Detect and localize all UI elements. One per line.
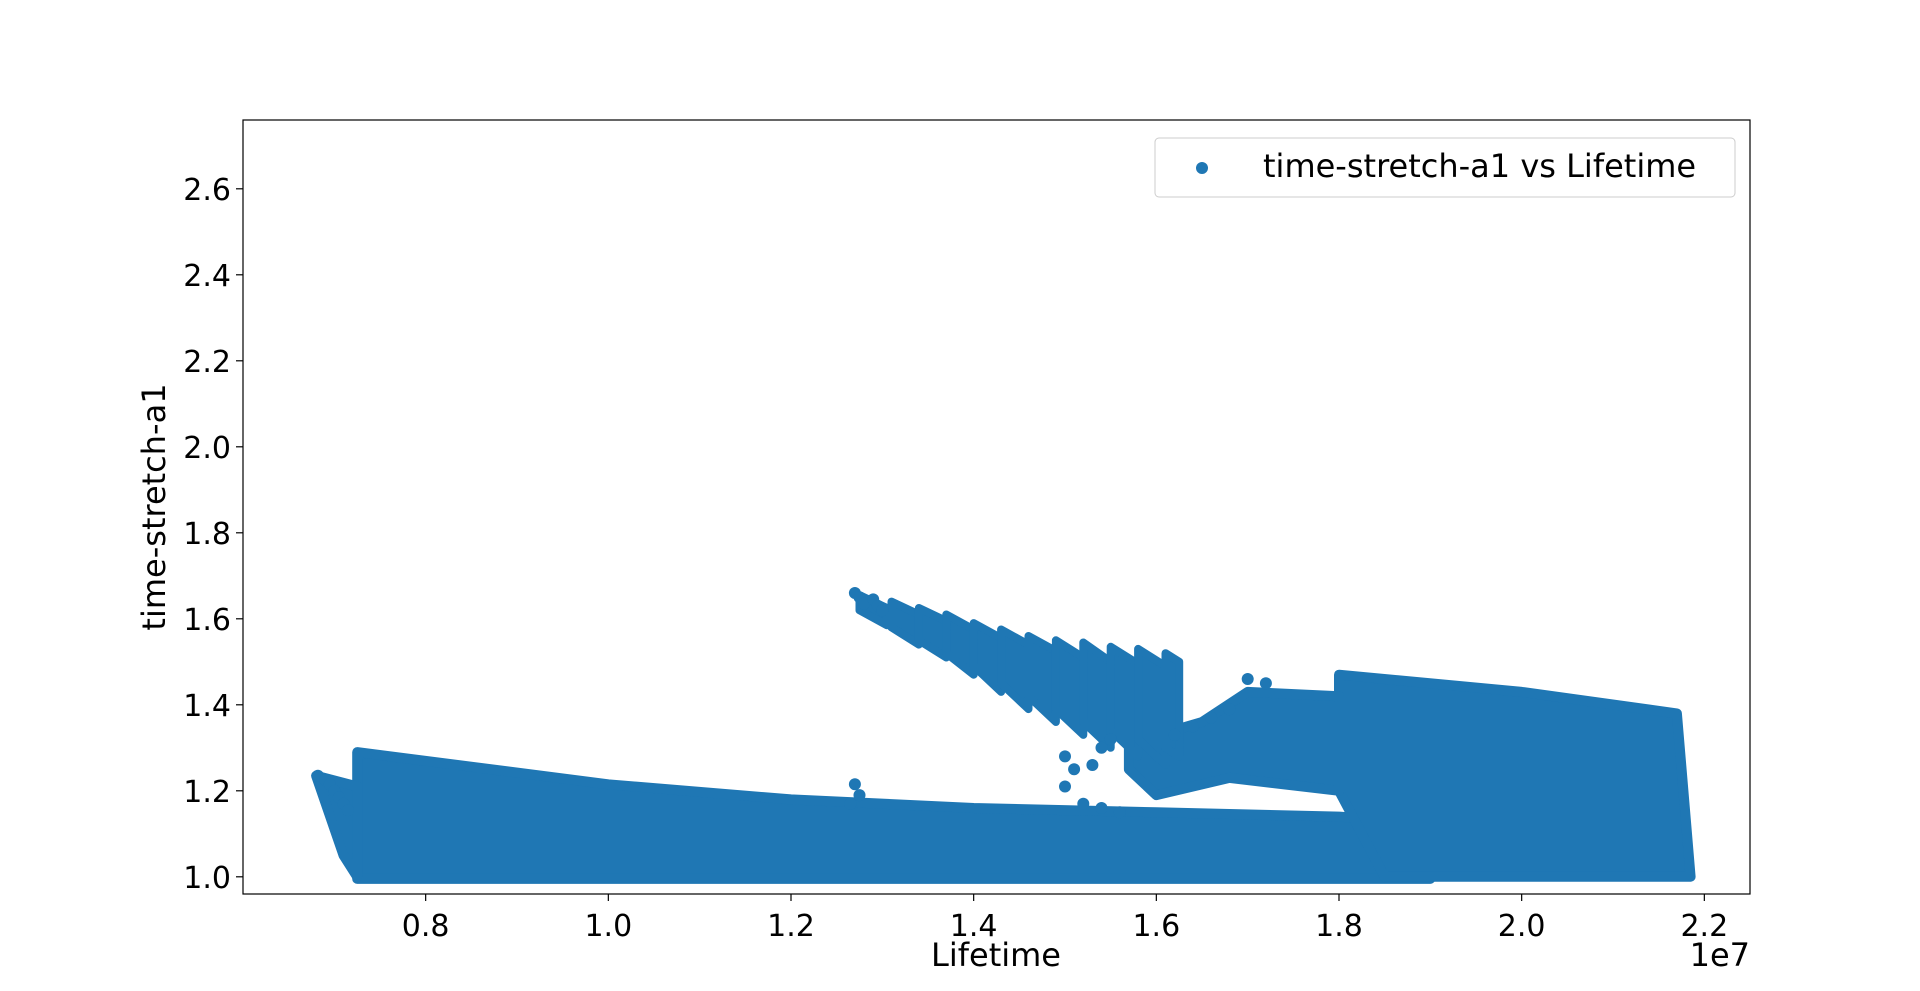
point-streak xyxy=(997,625,1033,714)
dense-point-region xyxy=(1334,669,1696,882)
data-point xyxy=(1113,806,1126,819)
point-streak xyxy=(887,597,923,649)
data-point xyxy=(1205,711,1218,724)
data-point xyxy=(1095,741,1108,754)
y-axis: 1.0 1.2 1.4 1.6 1.8 2.0 2.2 2.4 2.6 xyxy=(183,173,243,896)
x-tick-label: 1.4 xyxy=(950,909,998,944)
y-axis-label: time-stretch-a1 xyxy=(135,383,173,630)
point-streak xyxy=(1024,632,1060,726)
y-tick-label: 2.2 xyxy=(183,345,231,380)
y-tick-label: 1.4 xyxy=(183,689,231,724)
data-point xyxy=(1104,733,1117,746)
data-point xyxy=(844,797,857,810)
y-tick-label: 2.4 xyxy=(183,259,231,294)
data-layer xyxy=(311,587,1696,884)
legend-entry: time-stretch-a1 vs Lifetime xyxy=(1263,147,1696,185)
data-point xyxy=(1095,802,1108,814)
x-tick-label: 2.0 xyxy=(1498,909,1546,944)
y-tick-label: 1.0 xyxy=(183,861,231,896)
dense-point-region xyxy=(352,747,1436,884)
point-streak xyxy=(1134,644,1170,769)
point-streak xyxy=(1051,636,1088,739)
point-streak xyxy=(1161,649,1184,761)
point-streak xyxy=(914,604,951,662)
data-point xyxy=(1077,797,1090,810)
x-axis-offset-text: 1e7 xyxy=(1690,936,1750,974)
data-point xyxy=(1059,750,1071,763)
data-point xyxy=(1241,673,1254,685)
x-axis: 0.8 1.0 1.2 1.4 1.6 1.8 2.0 2.2 xyxy=(402,894,1728,944)
data-point xyxy=(853,789,866,802)
y-tick-label: 1.8 xyxy=(183,517,231,552)
series-points xyxy=(311,587,1696,884)
x-tick-label: 1.0 xyxy=(584,909,632,944)
point-streak xyxy=(1106,642,1143,761)
data-point xyxy=(1086,759,1099,771)
data-point xyxy=(1068,763,1081,776)
dense-point-region xyxy=(1123,686,1344,801)
x-tick-label: 2.2 xyxy=(1680,909,1728,944)
data-point xyxy=(1186,720,1199,733)
point-streak xyxy=(942,610,978,679)
data-point xyxy=(1168,728,1181,741)
x-tick-label: 1.8 xyxy=(1315,909,1363,944)
legend-box xyxy=(1154,137,1736,198)
x-tick-label: 0.8 xyxy=(402,909,450,944)
legend: time-stretch-a1 vs Lifetime xyxy=(1154,137,1736,198)
data-point xyxy=(858,597,871,610)
point-streak xyxy=(969,619,1006,696)
x-tick-label: 1.2 xyxy=(767,909,815,944)
data-point xyxy=(876,604,889,617)
x-tick-label: 1.6 xyxy=(1132,909,1180,944)
x-axis-label: Lifetime xyxy=(931,936,1061,974)
y-tick-label: 2.6 xyxy=(183,173,231,208)
y-tick-label: 1.2 xyxy=(183,775,231,810)
data-point xyxy=(342,804,354,817)
y-tick-label: 2.0 xyxy=(183,431,231,466)
legend-marker xyxy=(1196,162,1208,174)
point-streak xyxy=(1079,638,1115,752)
data-point xyxy=(848,778,861,791)
y-tick-label: 1.6 xyxy=(183,603,231,638)
data-point xyxy=(1259,677,1272,690)
data-point xyxy=(1223,703,1236,716)
data-point xyxy=(1059,780,1071,793)
plot-frame xyxy=(242,119,1751,895)
